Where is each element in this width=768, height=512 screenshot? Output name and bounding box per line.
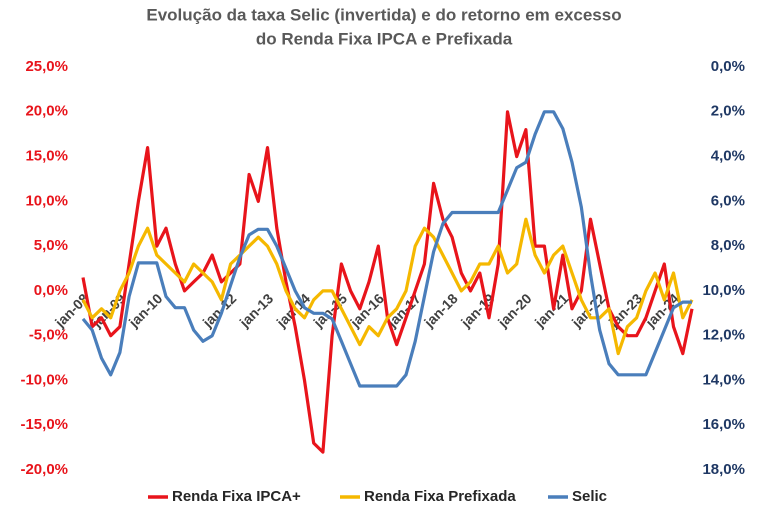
y2-tick-label: 8,0% — [711, 237, 745, 254]
series-line — [81, 110, 692, 388]
y-tick-label: -5,0% — [29, 327, 68, 344]
y2-tick-label: 2,0% — [711, 103, 745, 120]
chart-title: do Renda Fixa IPCA e Prefixada — [256, 29, 513, 48]
chart-title: Evolução da taxa Selic (invertida) e do … — [146, 5, 621, 24]
y2-tick-label: 6,0% — [711, 192, 745, 209]
y-tick-label: -20,0% — [20, 461, 68, 478]
legend-label: Renda Fixa IPCA+ — [172, 488, 301, 505]
y2-tick-label: 14,0% — [702, 371, 745, 388]
y-tick-label: 0,0% — [34, 282, 68, 299]
series-line — [81, 217, 694, 356]
y-tick-label: -15,0% — [20, 416, 68, 433]
y2-tick-label: 4,0% — [711, 148, 745, 165]
y-tick-label: 20,0% — [25, 103, 68, 120]
y-tick-label: 5,0% — [34, 237, 68, 254]
y-tick-label: -10,0% — [20, 371, 68, 388]
series-line — [81, 110, 694, 454]
y2-tick-label: 10,0% — [702, 282, 745, 299]
y-tick-label: 10,0% — [25, 192, 68, 209]
legend-label: Selic — [572, 488, 607, 505]
x-tick-label: jan-18 — [420, 290, 461, 331]
y-tick-label: 25,0% — [25, 58, 68, 75]
y2-tick-label: 18,0% — [702, 461, 745, 478]
y2-tick-label: 0,0% — [711, 58, 745, 75]
x-tick-label: jan-13 — [236, 290, 277, 331]
y-tick-label: 15,0% — [25, 148, 68, 165]
legend-label: Renda Fixa Prefixada — [364, 488, 516, 505]
x-tick-label: jan-20 — [494, 290, 535, 331]
x-tick-label: jan-10 — [125, 290, 166, 331]
y2-tick-label: 12,0% — [702, 327, 745, 344]
y2-tick-label: 16,0% — [702, 416, 745, 433]
